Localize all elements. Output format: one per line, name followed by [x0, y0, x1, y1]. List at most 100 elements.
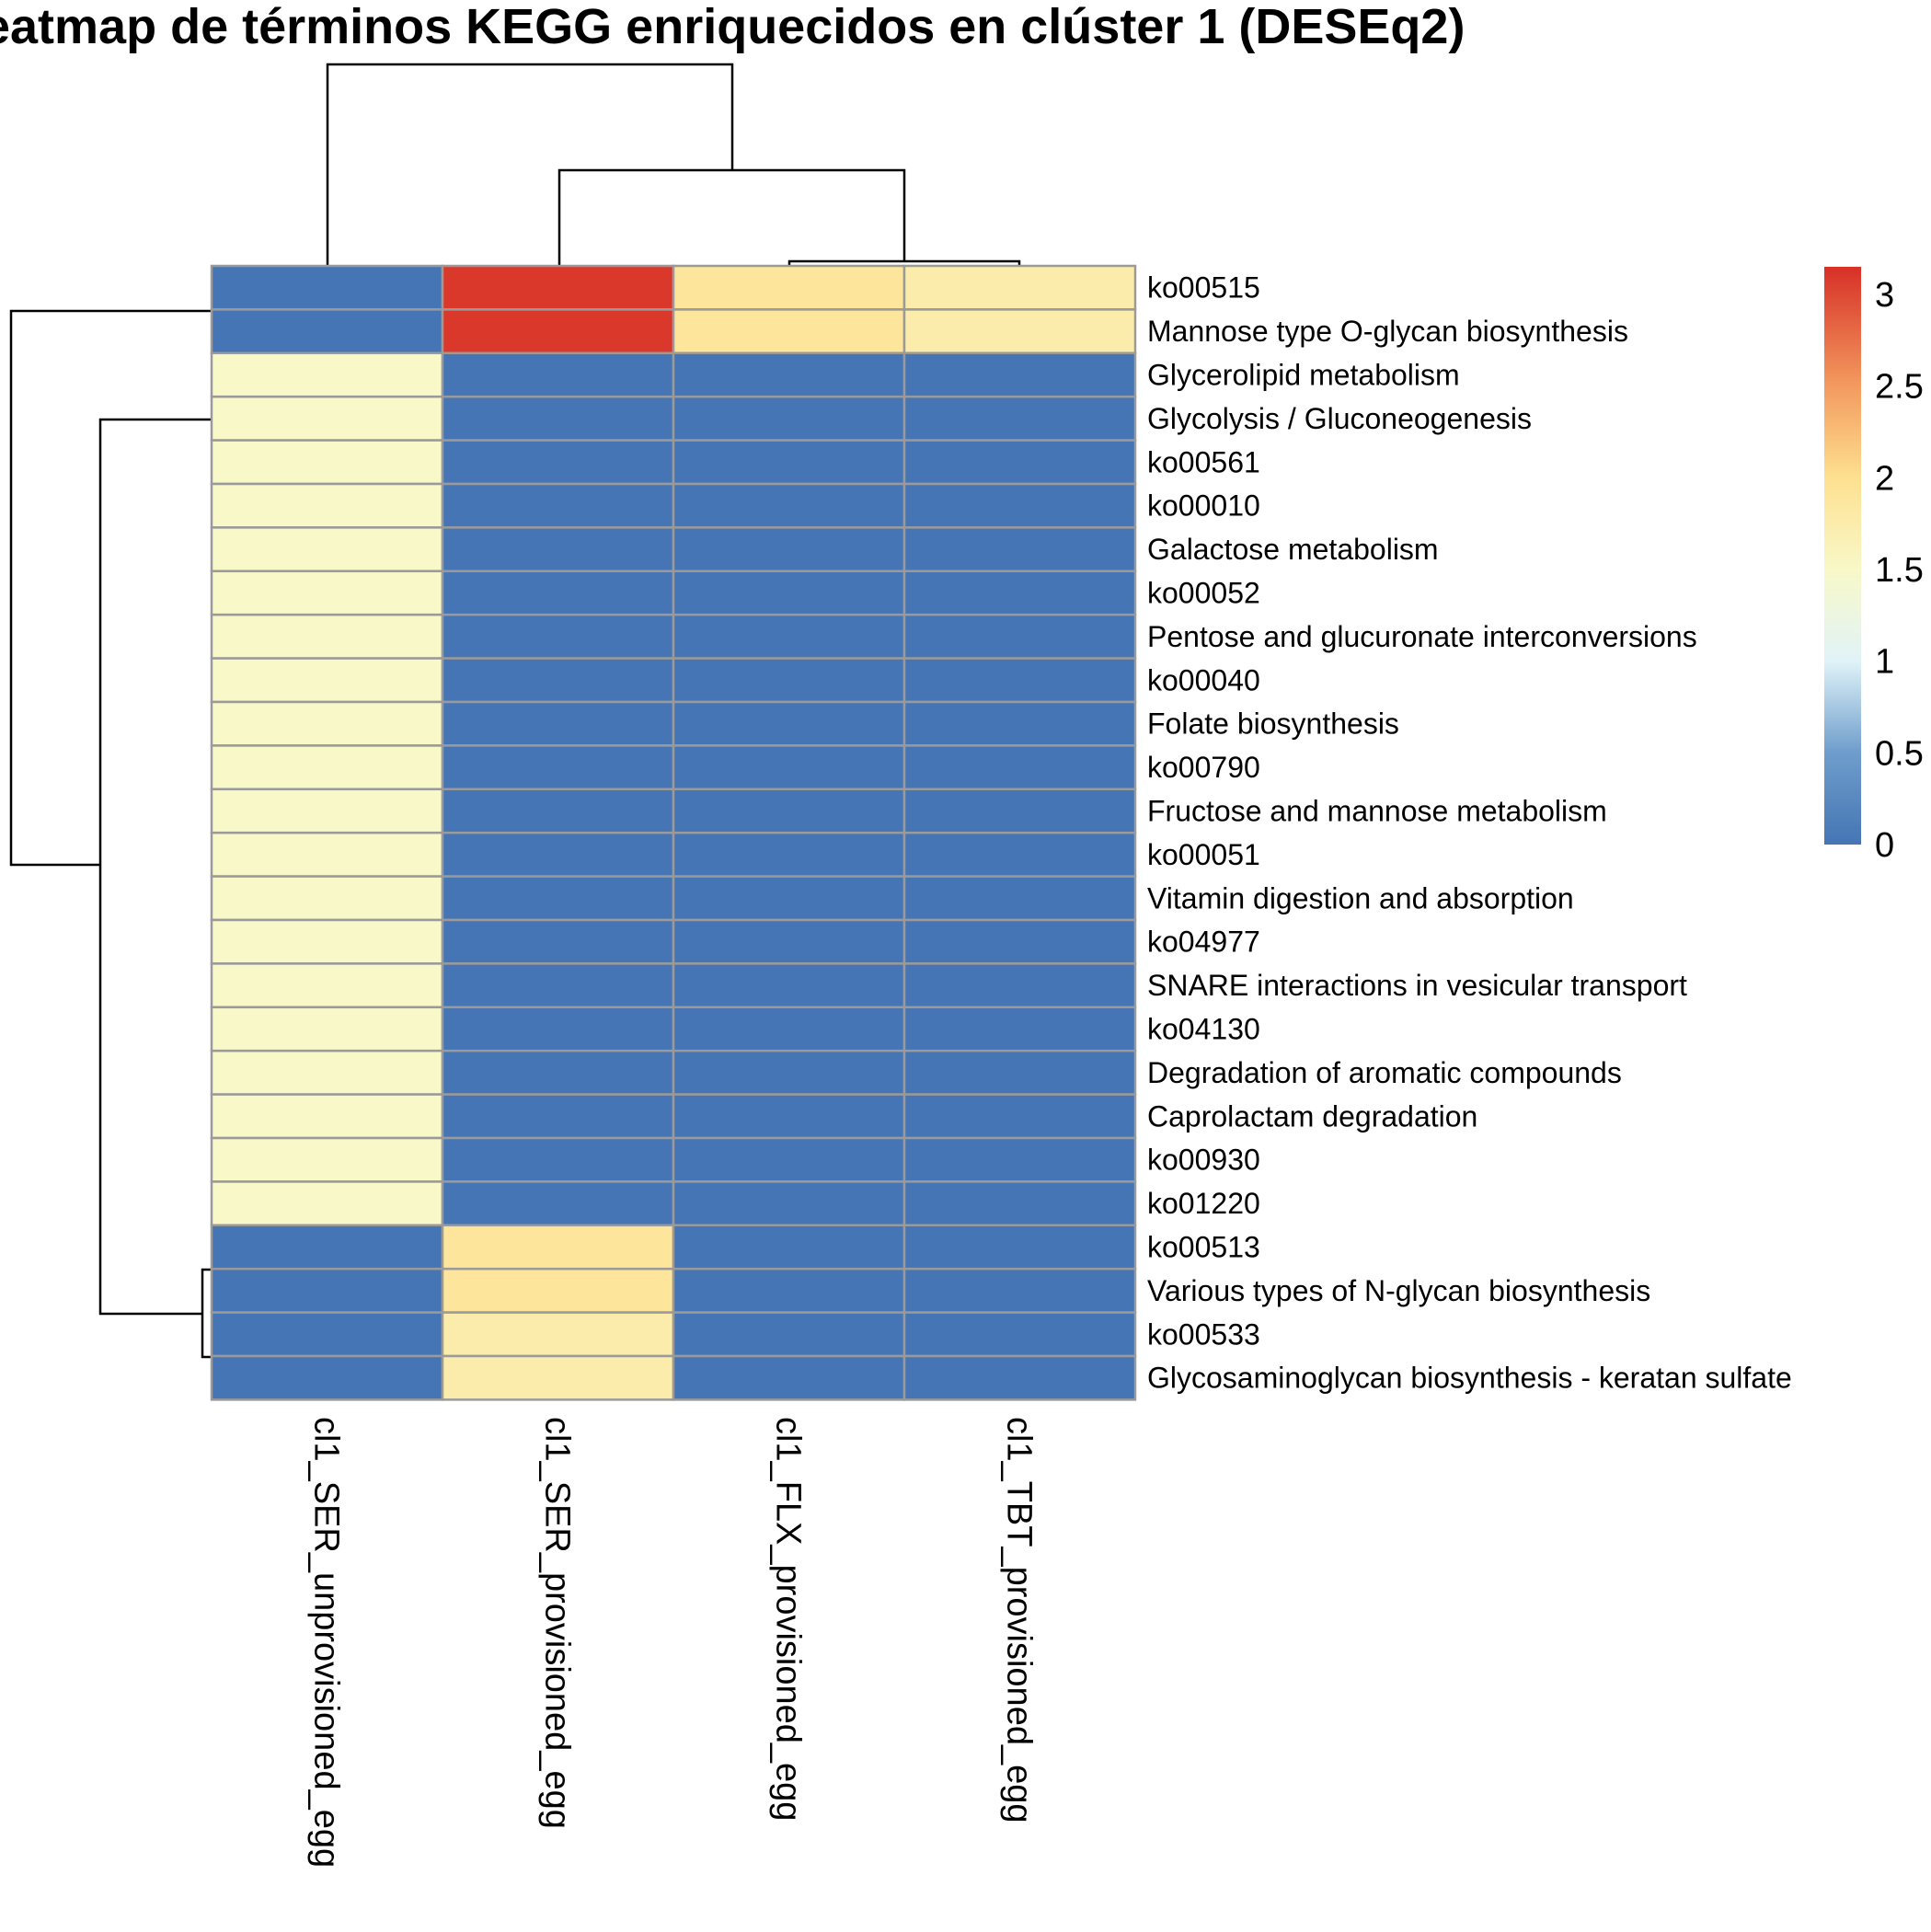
row-label-glycosaminoglycan-biosynthesis-keratan-sulfate: Glycosaminoglycan biosynthesis - keratan…: [1147, 1362, 1792, 1395]
heatmap-cell-ko00533-col2: [441, 1311, 675, 1358]
legend-tick-label: 2: [1875, 459, 1894, 498]
heatmap-cell-degradation-of-aromatic-compounds-col2: [441, 1049, 675, 1096]
heatmap-cell-mannose-type-o-glycan-biosynthesis-col4: [902, 308, 1137, 355]
heatmap-cell-ko00515-col3: [672, 264, 906, 311]
heatmap-cell-ko00790-col4: [902, 744, 1137, 791]
heatmap-cell-ko00040-col4: [902, 657, 1137, 704]
heatmap-cell-ko00533-col4: [902, 1311, 1137, 1358]
heatmap-cell-snare-interactions-in-vesicular-transport-col1: [210, 962, 444, 1009]
legend-tick-label: 2.5: [1875, 368, 1924, 407]
heatmap-cell-various-types-of-n-glycan-biosynthesis-col1: [210, 1267, 444, 1314]
heatmap-cell-ko00513-col1: [210, 1224, 444, 1271]
heatmap-cell-galactose-metabolism-col1: [210, 526, 444, 573]
heatmap-cell-fructose-and-mannose-metabolism-col3: [672, 788, 906, 834]
heatmap-cell-mannose-type-o-glycan-biosynthesis-col2: [441, 308, 675, 355]
heatmap-cell-folate-biosynthesis-col1: [210, 700, 444, 747]
heatmap-cell-ko00051-col2: [441, 831, 675, 878]
row-label-ko01220: ko01220: [1147, 1187, 1260, 1220]
heatmap-cell-ko00513-col2: [441, 1224, 675, 1271]
heatmap-cell-glycolysis-gluconeogenesis-col1: [210, 395, 444, 442]
row-dendro-lower-split: [98, 418, 212, 1316]
heatmap-cell-ko00533-col1: [210, 1311, 444, 1358]
row-label-fructose-and-mannose-metabolism: Fructose and mannose metabolism: [1147, 795, 1607, 828]
heatmap-cell-vitamin-digestion-and-absorption-col2: [441, 875, 675, 922]
heatmap-cell-glycolysis-gluconeogenesis-col2: [441, 395, 675, 442]
row-label-ko04130: ko04130: [1147, 1013, 1260, 1046]
heatmap-cell-ko00010-col3: [672, 482, 906, 529]
heatmap-cell-ko00040-col1: [210, 657, 444, 704]
heatmap-cell-ko04130-col2: [441, 1006, 675, 1052]
heatmap-cell-ko00790-col1: [210, 744, 444, 791]
heatmap-cell-snare-interactions-in-vesicular-transport-col4: [902, 962, 1137, 1009]
row-label-ko00051: ko00051: [1147, 838, 1260, 871]
heatmap-cell-ko00790-col3: [672, 744, 906, 791]
chart-title: Heatmap de términos KEGG enriquecidos en…: [0, 0, 1465, 54]
color-legend: 0 0.5 1 1.5 2 2.5 3: [1824, 267, 1924, 865]
row-label-vitamin-digestion-and-absorption: Vitamin digestion and absorption: [1147, 881, 1574, 914]
heatmap-cell-ko00010-col2: [441, 482, 675, 529]
row-label-ko00930: ko00930: [1147, 1144, 1260, 1177]
col-dendro-root: [326, 63, 734, 266]
heatmap-cell-ko00515-col2: [441, 264, 675, 311]
heatmap-cell-ko00930-col1: [210, 1136, 444, 1183]
row-label-pentose-and-glucuronate-interconversions: Pentose and glucuronate interconversions: [1147, 620, 1697, 653]
heatmap-cell-ko00515-col1: [210, 264, 444, 311]
heatmap-cell-ko00533-col3: [672, 1311, 906, 1358]
heatmap-cell-degradation-of-aromatic-compounds-col1: [210, 1049, 444, 1096]
heatmap-cell-ko00561-col3: [672, 439, 906, 486]
row-labels: ko00515 Mannose type O-glycan biosynthesi…: [1147, 271, 1792, 1395]
heatmap-cell-ko04977-col4: [902, 918, 1137, 965]
heatmap-cell-ko00052-col2: [441, 569, 675, 616]
heatmap-cell-ko00561-col4: [902, 439, 1137, 486]
row-label-ko00533: ko00533: [1147, 1317, 1260, 1351]
heatmap-cell-fructose-and-mannose-metabolism-col4: [902, 788, 1137, 834]
heatmap-cell-glycerolipid-metabolism-col1: [210, 351, 444, 398]
heatmap-cell-ko00040-col2: [441, 657, 675, 704]
heatmap-cell-ko04977-col3: [672, 918, 906, 965]
heatmap-cell-ko04130-col3: [672, 1006, 906, 1052]
heatmap-cell-folate-biosynthesis-col3: [672, 700, 906, 747]
heatmap-cell-degradation-of-aromatic-compounds-col3: [672, 1049, 906, 1096]
row-label-ko00513: ko00513: [1147, 1231, 1260, 1264]
row-label-ko00561: ko00561: [1147, 445, 1260, 478]
heatmap-cell-ko00790-col2: [441, 744, 675, 791]
heatmap-cell-ko00930-col4: [902, 1136, 1137, 1183]
heatmap-cell-snare-interactions-in-vesicular-transport-col2: [441, 962, 675, 1009]
heatmap-cell-ko00010-col1: [210, 482, 444, 529]
heatmap-cell-ko00052-col1: [210, 569, 444, 616]
heatmap-cell-ko00930-col2: [441, 1136, 675, 1183]
row-label-ko04977: ko04977: [1147, 926, 1260, 959]
heatmap-cell-glycosaminoglycan-biosynthesis-keratan-sulfate-col3: [672, 1354, 906, 1401]
heatmap-cell-vitamin-digestion-and-absorption-col4: [902, 875, 1137, 922]
row-label-ko00040: ko00040: [1147, 663, 1260, 696]
heatmap-cell-ko04130-col4: [902, 1006, 1137, 1052]
heatmap-cell-glycosaminoglycan-biosynthesis-keratan-sulfate-col4: [902, 1354, 1137, 1401]
legend-tick-label: 1: [1875, 643, 1894, 682]
heatmap-cell-ko01220-col1: [210, 1180, 444, 1227]
col-dendro-merge-ser-prov-group: [557, 168, 906, 266]
legend-tick-label: 1.5: [1875, 551, 1924, 590]
row-label-snare-interactions-in-vesicular-transport: SNARE interactions in vesicular transpor…: [1147, 969, 1687, 1002]
heatmap-cell-various-types-of-n-glycan-biosynthesis-col4: [902, 1267, 1137, 1314]
heatmap-cell-fructose-and-mannose-metabolism-col2: [441, 788, 675, 834]
heatmap-cell-pentose-and-glucuronate-interconversions-col1: [210, 613, 444, 660]
heatmap-cell-caprolactam-degradation-col3: [672, 1093, 906, 1140]
heatmap-cell-caprolactam-degradation-col4: [902, 1093, 1137, 1140]
column-label-cl1-ser-provisioned-egg: cl1_SER_provisioned_egg: [538, 1417, 577, 1829]
heatmap-cell-glycosaminoglycan-biosynthesis-keratan-sulfate-col2: [441, 1354, 675, 1401]
heatmap-cells: [210, 264, 1137, 1401]
legend-color-bar: [1824, 267, 1861, 845]
heatmap-cell-ko04130-col1: [210, 1006, 444, 1052]
heatmap-cell-pentose-and-glucuronate-interconversions-col2: [441, 613, 675, 660]
legend-tick-label: 3: [1875, 276, 1894, 315]
heatmap-cell-ko00561-col2: [441, 439, 675, 486]
heatmap-cell-mannose-type-o-glycan-biosynthesis-col3: [672, 308, 906, 355]
heatmap-cell-fructose-and-mannose-metabolism-col1: [210, 788, 444, 834]
row-label-ko00790: ko00790: [1147, 751, 1260, 784]
heatmap-cell-ko01220-col3: [672, 1180, 906, 1227]
heatmap-cell-caprolactam-degradation-col2: [441, 1093, 675, 1140]
heatmap-cell-glycerolipid-metabolism-col3: [672, 351, 906, 398]
column-label-cl1-ser-unprovisioned-egg: cl1_SER_unprovisioned_egg: [307, 1417, 346, 1868]
heatmap-cell-ko01220-col2: [441, 1180, 675, 1227]
legend-tick-label: 0: [1875, 826, 1894, 865]
